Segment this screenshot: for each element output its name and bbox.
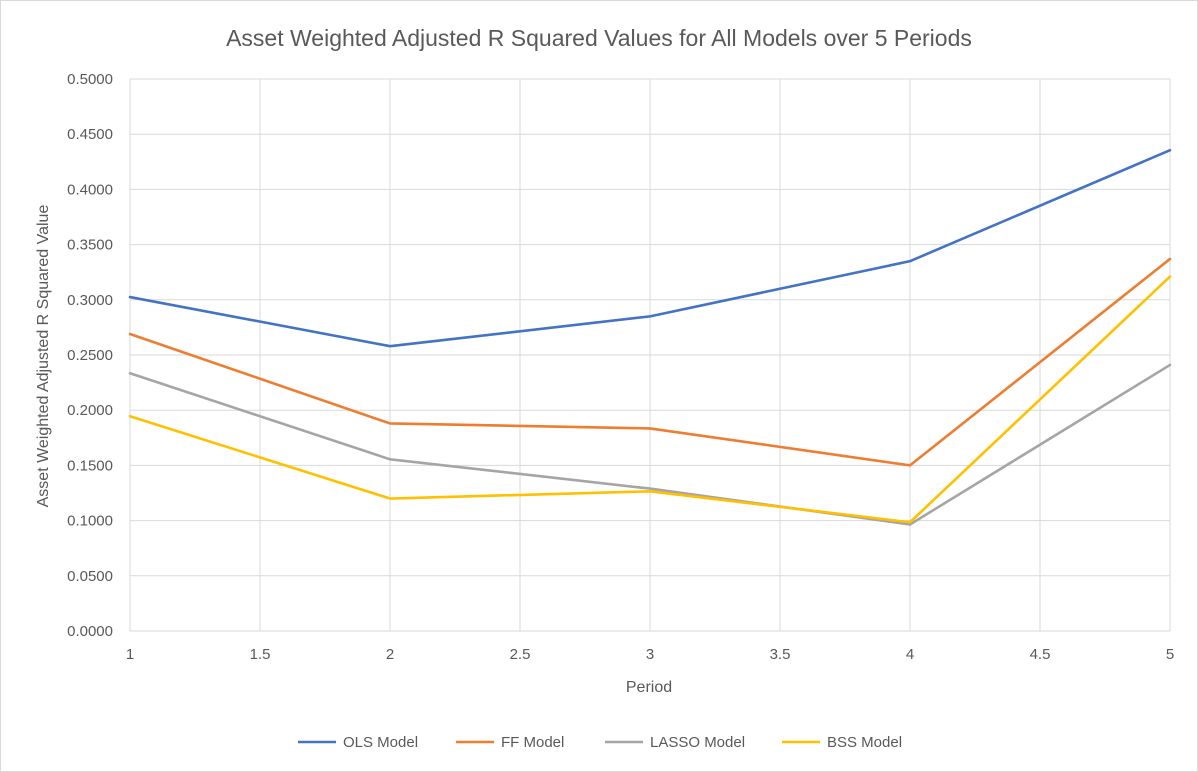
- y-tick-label: 0.3000: [67, 292, 113, 309]
- series-line-ff-model: [128, 257, 1172, 467]
- x-tick-label: 1: [126, 646, 134, 663]
- y-axis-ticks: 0.0000 0.0500 0.1000 0.1500 0.2000 0.2500 0.30…: [67, 71, 113, 640]
- legend-label-lasso-model: LASSO Model: [650, 734, 745, 751]
- y-tick-label: 0.0500: [67, 568, 113, 585]
- x-tick-label: 5: [1166, 646, 1174, 663]
- series-line-lasso-model: [128, 363, 1172, 526]
- x-axis-ticks: 1 1.5 2 2.5 3 3.5 4 4.5 5: [126, 646, 1174, 663]
- x-tick-label: 4.5: [1030, 646, 1051, 663]
- x-axis-title: Period: [626, 679, 672, 696]
- x-tick-label: 2: [386, 646, 394, 663]
- y-tick-label: 0.4000: [67, 181, 113, 198]
- y-tick-label: 0.4500: [67, 126, 113, 143]
- y-tick-label: 0.0000: [67, 623, 113, 640]
- legend-label-bss-model: BSS Model: [827, 734, 902, 751]
- y-tick-label: 0.2500: [67, 347, 113, 364]
- series-lines: [128, 148, 1172, 526]
- x-tick-label: 3.5: [770, 646, 791, 663]
- gridlines: [129, 78, 1171, 632]
- y-tick-label: 0.1000: [67, 513, 113, 530]
- y-axis-title: Asset Weighted Adjusted R Squared Value: [35, 205, 52, 508]
- series-line-ols-model: [128, 148, 1172, 348]
- x-tick-label: 1.5: [250, 646, 271, 663]
- y-tick-label: 0.1500: [67, 457, 113, 474]
- y-tick-label: 0.3500: [67, 237, 113, 254]
- legend-label-ff-model: FF Model: [501, 734, 564, 751]
- legend-label-ols-model: OLS Model: [343, 734, 418, 751]
- series-line-bss-model: [128, 275, 1172, 524]
- chart-title: Asset Weighted Adjusted R Squared Values…: [226, 25, 972, 51]
- y-tick-label: 0.2000: [67, 402, 113, 419]
- x-tick-label: 3: [646, 646, 654, 663]
- y-tick-label: 0.5000: [67, 71, 113, 88]
- x-tick-label: 2.5: [510, 646, 531, 663]
- x-tick-label: 4: [906, 646, 914, 663]
- legend: OLS Model FF Model LASSO Model BSS Model: [298, 734, 902, 751]
